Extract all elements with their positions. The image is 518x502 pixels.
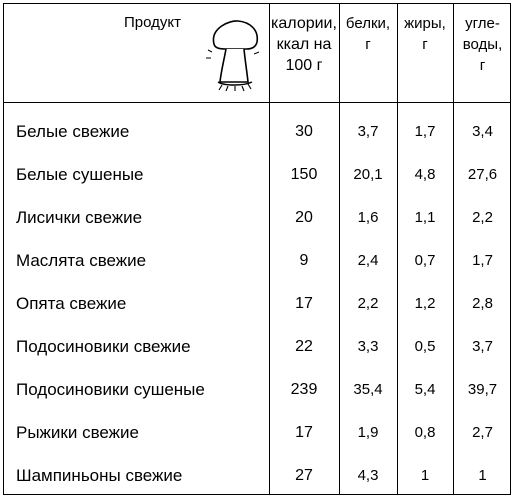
calories-value: 239 bbox=[290, 381, 318, 398]
calories-value: 17 bbox=[295, 295, 313, 312]
carbs-value: 1,7 bbox=[472, 252, 493, 269]
product-name: Белые свежие bbox=[16, 122, 130, 141]
product-name: Рыжики свежие bbox=[16, 423, 140, 442]
proteins-value: 2,2 bbox=[357, 295, 379, 312]
table-row: Лисички свежие 20 1,6 1,1 2,2 bbox=[4, 196, 510, 239]
calories-value: 9 bbox=[299, 252, 309, 269]
header-divider bbox=[4, 102, 510, 103]
proteins-value: 3,7 bbox=[357, 123, 379, 140]
table-row: Подосиновики сушеные 239 35,4 5,4 39,7 bbox=[4, 368, 510, 411]
carbs-value: 3,7 bbox=[472, 338, 493, 355]
proteins-value: 35,4 bbox=[353, 381, 383, 398]
calories-value: 150 bbox=[290, 166, 318, 183]
fats-value: 0,8 bbox=[414, 424, 436, 441]
proteins-value: 1,9 bbox=[357, 424, 379, 441]
column-divider bbox=[453, 4, 454, 494]
header-proteins: белки, г bbox=[345, 15, 391, 53]
table-row: Опята свежие 17 2,2 1,2 2,8 bbox=[4, 282, 510, 325]
calories-value: 30 bbox=[295, 123, 313, 140]
header-calories: калории, ккал на 100 г bbox=[271, 15, 337, 74]
product-name: Шампиньоны свежие bbox=[16, 466, 183, 485]
proteins-value: 3,3 bbox=[357, 338, 379, 355]
table-row: Маслята свежие 9 2,4 0,7 1,7 bbox=[4, 239, 510, 282]
product-name: Лисички свежие bbox=[16, 208, 143, 227]
proteins-value: 4,3 bbox=[357, 467, 379, 484]
product-name: Опята свежие bbox=[16, 294, 127, 313]
header-product: Продукт bbox=[124, 14, 181, 31]
carbs-value: 3,4 bbox=[472, 123, 493, 140]
fats-value: 0,5 bbox=[414, 338, 436, 355]
nutrition-table: Продукт калории, ккал на 100 г белки, г … bbox=[3, 3, 511, 495]
product-name: Подосиновики свежие bbox=[16, 337, 191, 356]
fats-value: 0,7 bbox=[414, 252, 436, 269]
column-divider bbox=[397, 4, 398, 494]
calories-value: 20 bbox=[295, 209, 313, 226]
product-name: Подосиновики сушеные bbox=[16, 380, 205, 399]
fats-value: 1 bbox=[420, 467, 430, 484]
fats-value: 5,4 bbox=[414, 381, 436, 398]
calories-value: 27 bbox=[295, 467, 313, 484]
carbs-value: 39,7 bbox=[467, 381, 498, 398]
proteins-value: 20,1 bbox=[353, 166, 383, 183]
carbs-value: 1 bbox=[478, 467, 487, 484]
proteins-value: 2,4 bbox=[357, 252, 379, 269]
calories-value: 22 bbox=[295, 338, 313, 355]
table-row: Подосиновики свежие 22 3,3 0,5 3,7 bbox=[4, 325, 510, 368]
carbs-value: 27,6 bbox=[467, 166, 498, 183]
carbs-value: 2,2 bbox=[472, 209, 493, 226]
mushroom-icon bbox=[206, 20, 260, 92]
column-divider bbox=[339, 4, 340, 494]
fats-value: 1,2 bbox=[414, 295, 436, 312]
product-name: Маслята свежие bbox=[16, 251, 147, 270]
calories-value: 17 bbox=[295, 424, 313, 441]
fats-value: 4,8 bbox=[414, 166, 436, 183]
fats-value: 1,1 bbox=[414, 209, 436, 226]
carbs-value: 2,7 bbox=[472, 424, 493, 441]
column-divider bbox=[269, 4, 270, 494]
carbs-value: 2,8 bbox=[472, 295, 493, 312]
table-row: Рыжики свежие 17 1,9 0,8 2,7 bbox=[4, 411, 510, 454]
proteins-value: 1,6 bbox=[357, 209, 379, 226]
header-carbs: угле- воды, г bbox=[462, 15, 503, 74]
product-name: Белые сушеные bbox=[16, 165, 144, 184]
table-row: Белые сушеные 150 20,1 4,8 27,6 bbox=[4, 153, 510, 196]
fats-value: 1,7 bbox=[414, 123, 436, 140]
table-row: Белые свежие 30 3,7 1,7 3,4 bbox=[4, 110, 510, 153]
table-row: Шампиньоны свежие 27 4,3 1 1 bbox=[4, 454, 510, 497]
header-fats: жиры, г bbox=[404, 15, 446, 53]
